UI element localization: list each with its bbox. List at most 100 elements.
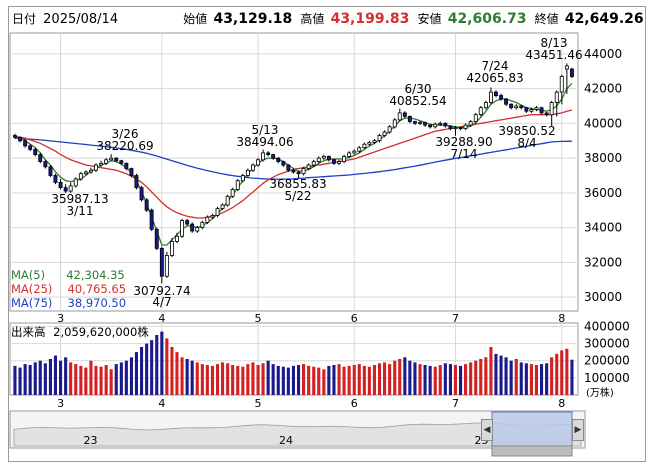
volume-bar bbox=[534, 365, 538, 395]
annotation-value: 39288.90 bbox=[435, 135, 492, 149]
volume-bar bbox=[459, 365, 463, 395]
volume-bar bbox=[448, 364, 452, 395]
ma75-line bbox=[14, 137, 572, 180]
navigator-scrollbar-thumb bbox=[491, 445, 573, 457]
volume-bar bbox=[413, 362, 417, 395]
candle-body bbox=[342, 155, 346, 162]
candle-body bbox=[33, 148, 38, 155]
volume-bar bbox=[555, 353, 559, 395]
volume-bar bbox=[124, 360, 128, 395]
volume-bar bbox=[145, 343, 149, 395]
annotation-date: 8/4 bbox=[517, 136, 536, 150]
volume-bar bbox=[312, 366, 316, 395]
candle-body bbox=[549, 102, 554, 116]
annotation-value: 39850.52 bbox=[498, 124, 555, 138]
candle-body bbox=[387, 126, 392, 133]
price-tick-label: 44000 bbox=[584, 47, 622, 61]
candle-body bbox=[38, 154, 43, 163]
month-label: 5 bbox=[255, 312, 262, 325]
annotation-value: 43451.46 bbox=[525, 48, 582, 62]
candle-body bbox=[326, 155, 331, 161]
annotation-date: 3/11 bbox=[67, 204, 94, 218]
volume-bar bbox=[205, 365, 209, 395]
annotation-value: 40852.54 bbox=[389, 94, 446, 108]
annotation-date: 5/13 bbox=[252, 123, 279, 137]
volume-bar bbox=[484, 357, 488, 395]
candle-body bbox=[185, 220, 190, 225]
month-label: 6 bbox=[351, 397, 358, 410]
annotation-date: 3/26 bbox=[112, 127, 139, 141]
volume-bar bbox=[352, 365, 356, 395]
candle-body bbox=[499, 95, 503, 100]
volume-bar bbox=[216, 364, 220, 395]
volume-bar bbox=[317, 367, 321, 395]
volume-bar bbox=[23, 364, 27, 395]
candle-body bbox=[225, 195, 230, 206]
volume-bar bbox=[18, 367, 22, 395]
volume-bar bbox=[408, 360, 412, 395]
volume-bar bbox=[357, 364, 361, 395]
low-value: 42,606.73 bbox=[447, 11, 527, 27]
volume-bar bbox=[104, 365, 108, 395]
annotations: 3/2638220.6935987.133/1130792.744/75/133… bbox=[51, 36, 582, 309]
candle-body bbox=[418, 122, 422, 124]
price-tick-label: 36000 bbox=[584, 186, 622, 200]
month-label: 5 bbox=[255, 397, 262, 410]
candle-body bbox=[28, 145, 33, 150]
volume-bar bbox=[347, 365, 351, 395]
volume-bar bbox=[13, 365, 17, 395]
candle-body bbox=[392, 119, 397, 128]
volume-bar bbox=[246, 364, 250, 395]
candle-body bbox=[554, 91, 559, 103]
navigator-left-handle[interactable]: ◀ bbox=[481, 419, 493, 441]
candle-body bbox=[114, 157, 119, 162]
legend-ma75-value: 38,970.50 bbox=[67, 296, 127, 310]
volume-bar bbox=[504, 357, 508, 395]
volume-bar bbox=[94, 365, 98, 395]
volume-bar bbox=[560, 350, 564, 395]
month-label: 3 bbox=[57, 312, 64, 325]
candle-body bbox=[139, 187, 144, 201]
candle-body bbox=[559, 76, 564, 93]
month-label: 4 bbox=[158, 312, 165, 325]
volume-bar bbox=[251, 362, 255, 395]
navigator-right-handle[interactable]: ▶ bbox=[572, 419, 584, 441]
candle-body bbox=[119, 160, 124, 164]
volume-bar bbox=[160, 331, 164, 395]
volume-bar bbox=[175, 352, 179, 395]
volume-bar bbox=[109, 369, 113, 395]
candle-body bbox=[397, 112, 402, 121]
candle-body bbox=[149, 209, 154, 230]
candle-body bbox=[53, 175, 58, 183]
close-value: 42,649.26 bbox=[564, 11, 644, 27]
volume-bar bbox=[489, 347, 493, 395]
volume-bar bbox=[190, 360, 194, 395]
annotation-date: 6/30 bbox=[405, 82, 432, 96]
candle-body bbox=[205, 216, 210, 223]
candle-body bbox=[321, 155, 326, 159]
candle-body bbox=[509, 103, 514, 109]
volume-bar bbox=[155, 335, 159, 395]
volume-bar bbox=[43, 363, 47, 395]
volume-bar bbox=[418, 364, 422, 395]
candle-body bbox=[164, 254, 169, 277]
candle-body bbox=[524, 107, 529, 112]
volume-tick-label: 100000 bbox=[584, 371, 630, 385]
volume-bar bbox=[276, 365, 280, 395]
candle-body bbox=[301, 168, 306, 175]
volume-bar bbox=[322, 369, 326, 395]
candle-body bbox=[433, 123, 438, 128]
volume-bar bbox=[226, 363, 230, 395]
volume-bar bbox=[378, 363, 382, 395]
volume-bar bbox=[185, 359, 189, 395]
volume-tick-label: 200000 bbox=[584, 354, 630, 368]
candle-body bbox=[169, 241, 174, 256]
volume-bar bbox=[362, 365, 366, 395]
navigator[interactable]: 232425 bbox=[9, 410, 586, 457]
volume-tick-label: 300000 bbox=[584, 337, 630, 351]
candle-body bbox=[544, 112, 549, 116]
candle-body bbox=[210, 214, 215, 218]
volume-bar bbox=[119, 362, 123, 395]
high-value: 43,199.83 bbox=[330, 11, 410, 27]
